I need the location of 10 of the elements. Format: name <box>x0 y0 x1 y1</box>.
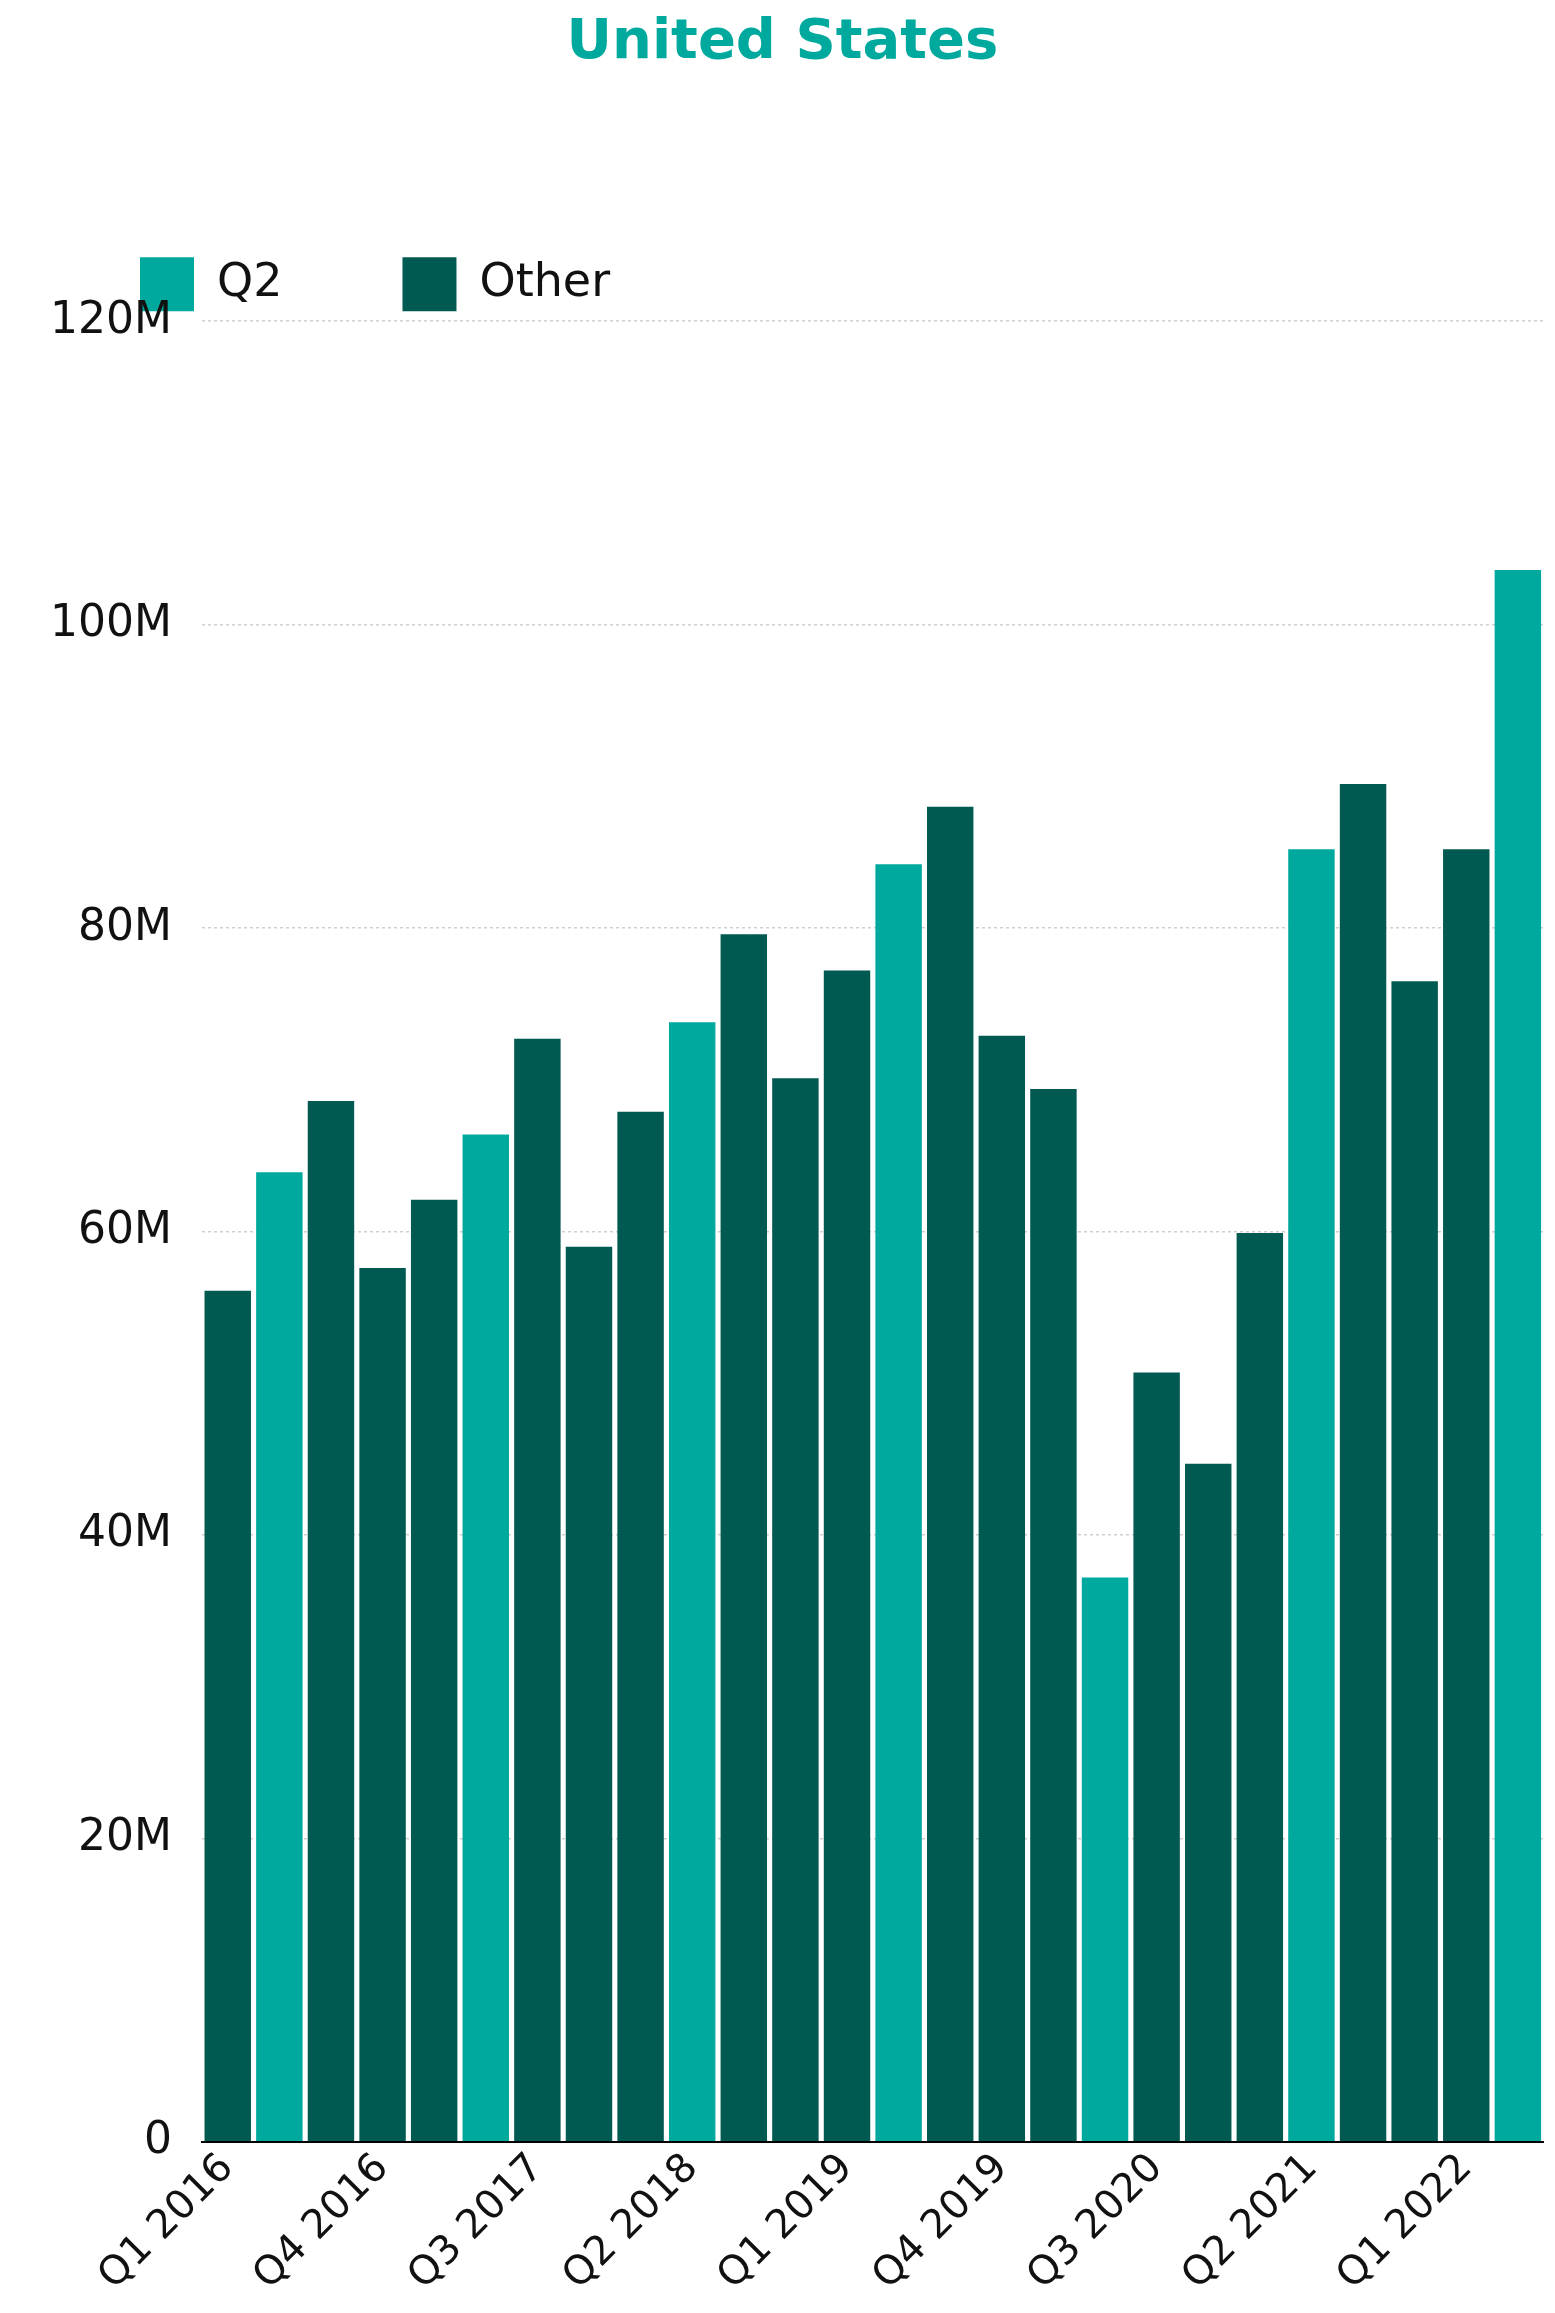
chart-title: United States <box>566 6 999 72</box>
y-tick-label: 0 <box>143 2112 172 2164</box>
y-tick-label: 80M <box>77 898 172 950</box>
y-tick-label: 60M <box>77 1201 172 1253</box>
y-tick-label: 40M <box>77 1505 172 1557</box>
legend-label: Q2 <box>217 253 283 308</box>
y-tick-label: 20M <box>77 1808 172 1860</box>
y-tick-label: 100M <box>49 595 172 647</box>
legend-label: Other <box>479 253 611 308</box>
y-tick-label: 120M <box>49 291 172 343</box>
